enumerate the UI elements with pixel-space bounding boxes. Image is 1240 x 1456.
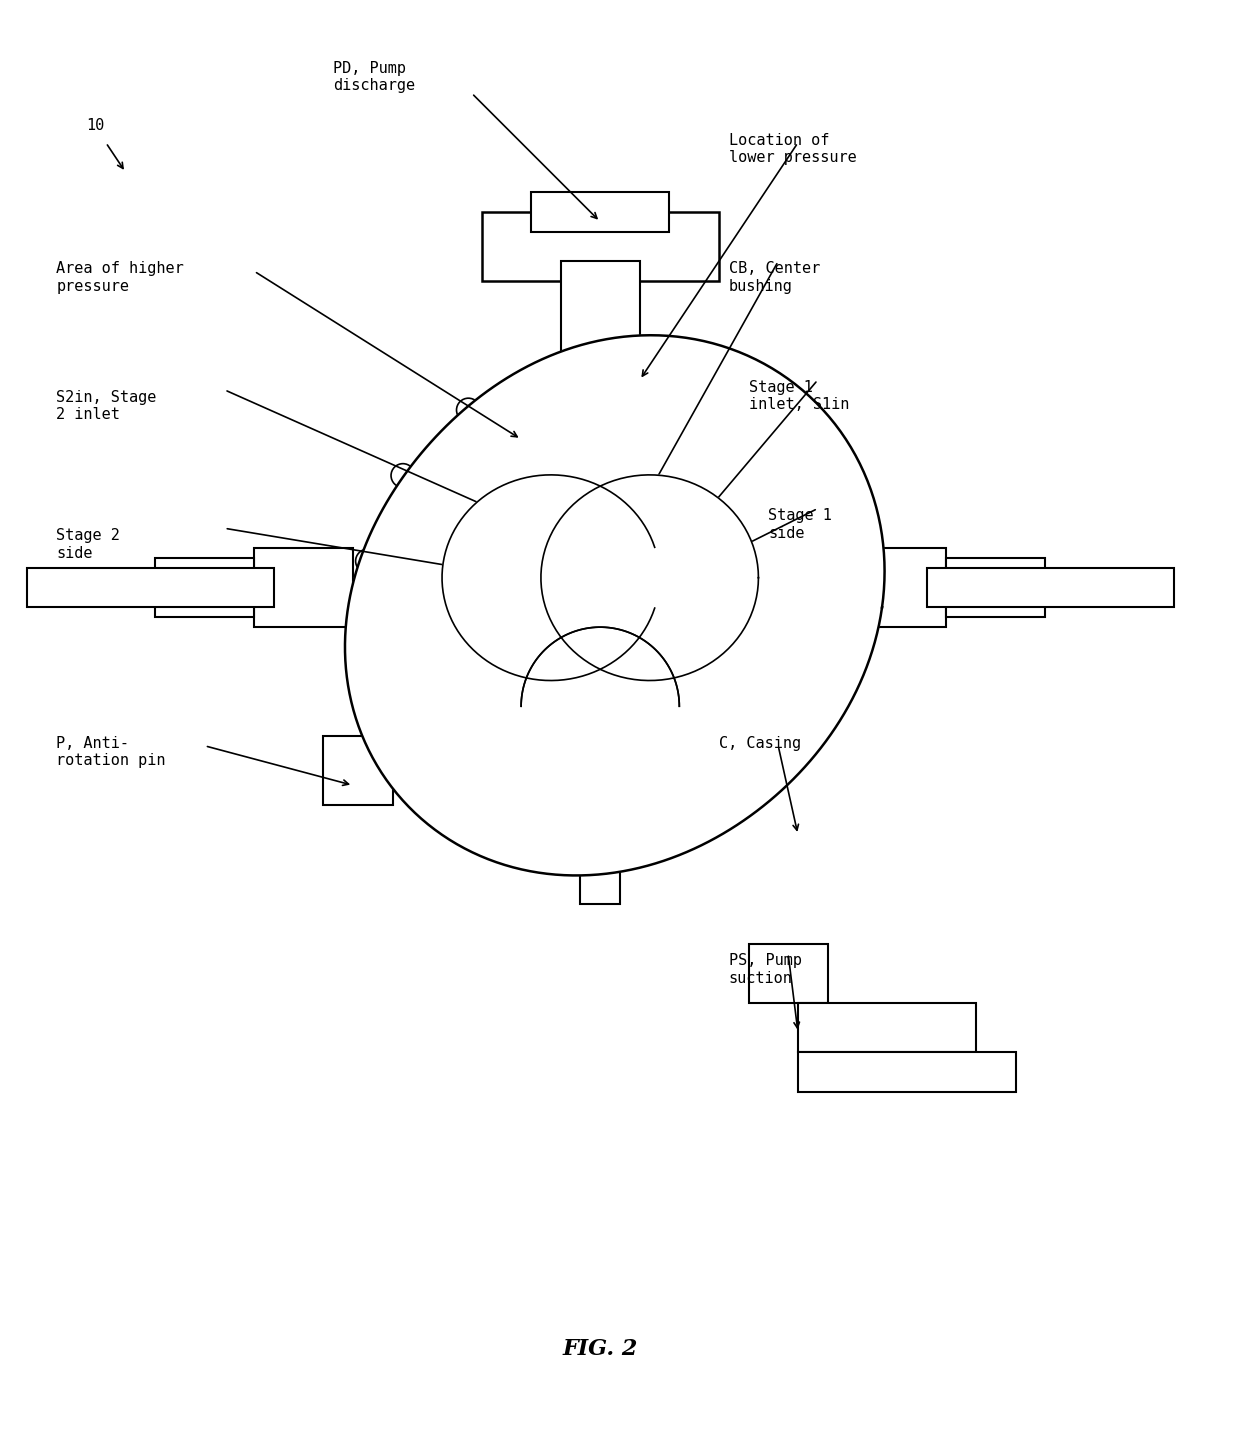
Bar: [531, 192, 670, 232]
Circle shape: [720, 397, 744, 422]
Text: Stage 1
side: Stage 1 side: [769, 508, 832, 540]
Circle shape: [391, 463, 414, 488]
Bar: [324, 735, 393, 805]
Circle shape: [821, 642, 844, 665]
Text: C, Casing: C, Casing: [719, 735, 801, 751]
Circle shape: [542, 828, 565, 852]
Bar: [926, 568, 1174, 607]
Polygon shape: [345, 335, 884, 875]
Circle shape: [821, 549, 844, 572]
Circle shape: [356, 642, 379, 665]
Text: 10: 10: [86, 118, 104, 132]
Circle shape: [635, 363, 658, 386]
Circle shape: [542, 363, 565, 386]
Circle shape: [635, 828, 658, 852]
Text: Location of
lower pressure: Location of lower pressure: [729, 132, 857, 165]
Polygon shape: [443, 475, 655, 680]
Text: PS, Pump
suction: PS, Pump suction: [729, 954, 802, 986]
Circle shape: [786, 728, 810, 751]
Circle shape: [391, 728, 414, 751]
Bar: [799, 1003, 976, 1053]
Bar: [799, 1053, 1016, 1092]
Circle shape: [786, 463, 810, 488]
Text: Stage 2
side: Stage 2 side: [56, 529, 120, 561]
Bar: [254, 547, 353, 628]
Circle shape: [456, 397, 480, 422]
Text: Stage 1
inlet, S1in: Stage 1 inlet, S1in: [749, 380, 849, 412]
Bar: [27, 568, 274, 607]
Text: CB, Center
bushing: CB, Center bushing: [729, 261, 820, 294]
Polygon shape: [541, 475, 759, 680]
Text: Area of higher
pressure: Area of higher pressure: [56, 261, 184, 294]
Text: FIG. 2: FIG. 2: [563, 1338, 637, 1360]
Circle shape: [356, 549, 379, 572]
Bar: [580, 360, 620, 904]
Bar: [155, 558, 254, 617]
Bar: [481, 211, 719, 281]
Bar: [521, 617, 680, 735]
Circle shape: [456, 794, 480, 817]
Bar: [501, 419, 699, 638]
Text: PD, Pump
discharge: PD, Pump discharge: [334, 61, 415, 93]
Text: S2in, Stage
2 inlet: S2in, Stage 2 inlet: [56, 390, 156, 422]
Circle shape: [720, 794, 744, 817]
Bar: [749, 943, 827, 1003]
Bar: [560, 261, 640, 380]
Bar: [946, 558, 1045, 617]
Bar: [560, 430, 640, 607]
Bar: [847, 547, 946, 628]
Text: P, Anti-
rotation pin: P, Anti- rotation pin: [56, 735, 166, 769]
